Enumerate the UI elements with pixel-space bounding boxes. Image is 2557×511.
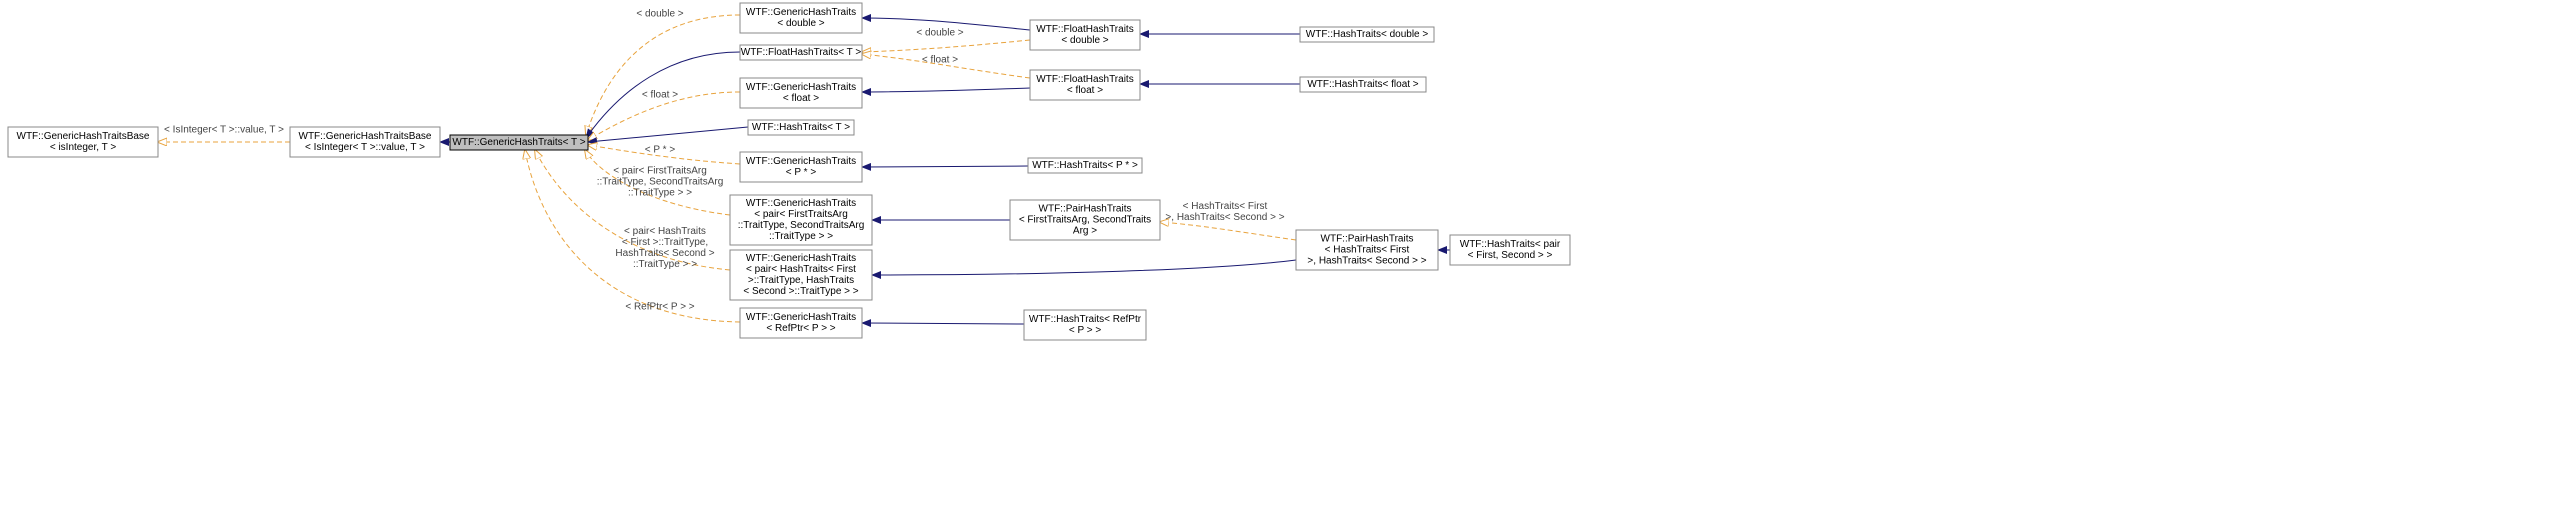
- node-label: Arg >: [1073, 226, 1097, 237]
- node-n_hash_t[interactable]: WTF::HashTraits< T >: [748, 120, 854, 135]
- edge-label: < pair< HashTraits: [624, 226, 706, 237]
- edge: [862, 166, 1028, 167]
- node-label: WTF::GenericHashTraits: [746, 253, 856, 264]
- node-n_hash_double[interactable]: WTF::HashTraits< double >: [1300, 27, 1434, 42]
- node-label: < P > >: [1069, 325, 1102, 336]
- node-label: WTF::HashTraits< double >: [1306, 29, 1429, 40]
- node-n_generic_refptr[interactable]: WTF::GenericHashTraits< RefPtr< P > >: [740, 308, 862, 338]
- node-n_generic_t[interactable]: WTF::GenericHashTraits< T >: [450, 135, 588, 150]
- node-label: WTF::GenericHashTraits: [746, 7, 856, 18]
- node-label: WTF::FloatHashTraits: [1036, 74, 1133, 85]
- node-n_hash_refptr[interactable]: WTF::HashTraits< RefPtr< P > >: [1024, 310, 1146, 340]
- node-label: < isInteger, T >: [50, 142, 117, 153]
- edge: [862, 40, 1030, 52]
- node-n_generic_pstar[interactable]: WTF::GenericHashTraits< P * >: [740, 152, 862, 182]
- node-label: < float >: [783, 93, 819, 104]
- edge-label: ::TraitType, SecondTraitsArg: [597, 177, 724, 188]
- node-n_float_t[interactable]: WTF::FloatHashTraits< T >: [740, 45, 862, 60]
- edge: [1160, 222, 1296, 240]
- node-n_pairhash_arg[interactable]: WTF::PairHashTraits< FirstTraitsArg, Sec…: [1010, 200, 1160, 240]
- edge-label: < float >: [922, 55, 958, 66]
- node-label: WTF::GenericHashTraits: [746, 156, 856, 167]
- node-n_base_isint[interactable]: WTF::GenericHashTraitsBase< isInteger, T…: [8, 127, 158, 157]
- node-n_generic_pair_hash[interactable]: WTF::GenericHashTraits< pair< HashTraits…: [730, 250, 872, 300]
- edge-label: < RefPtr< P > >: [625, 302, 694, 313]
- node-n_generic_double[interactable]: WTF::GenericHashTraits< double >: [740, 3, 862, 33]
- edge-label: < First >::TraitType,: [622, 237, 708, 248]
- node-n_floathash_double[interactable]: WTF::FloatHashTraits< double >: [1030, 20, 1140, 50]
- edge: [588, 127, 748, 142]
- node-label: < HashTraits< First: [1325, 245, 1410, 256]
- node-label: >::TraitType, HashTraits: [748, 275, 854, 286]
- node-label: WTF::GenericHashTraits: [746, 198, 856, 209]
- node-label: < RefPtr< P > >: [766, 323, 835, 334]
- node-label: WTF::HashTraits< pair: [1460, 239, 1561, 250]
- node-n_generic_float[interactable]: WTF::GenericHashTraits< float >: [740, 78, 862, 108]
- edge-label: < float >: [642, 90, 678, 101]
- node-label: < Second >::TraitType > >: [743, 286, 858, 297]
- node-label: WTF::GenericHashTraitsBase: [299, 131, 432, 142]
- edge-label: < double >: [636, 9, 683, 20]
- node-label: WTF::GenericHashTraits: [746, 82, 856, 93]
- node-n_base_isinteger_t[interactable]: WTF::GenericHashTraitsBase< IsInteger< T…: [290, 127, 440, 157]
- edge-label: < double >: [916, 28, 963, 39]
- node-label: WTF::PairHashTraits: [1321, 234, 1414, 245]
- nodes-layer: WTF::GenericHashTraitsBase< isInteger, T…: [8, 3, 1570, 340]
- inheritance-graph: < IsInteger< T >::value, T >< double >< …: [0, 0, 2557, 511]
- node-label: WTF::FloatHashTraits< T >: [741, 47, 862, 58]
- edge-label: < pair< FirstTraitsArg: [613, 166, 707, 177]
- node-label: WTF::FloatHashTraits: [1036, 24, 1133, 35]
- node-label: >, HashTraits< Second > >: [1307, 256, 1426, 267]
- edge-label: ::TraitType > >: [633, 259, 697, 270]
- edge-label: < P * >: [645, 145, 676, 156]
- node-label: < pair< FirstTraitsArg: [754, 209, 848, 220]
- node-n_floathash_float[interactable]: WTF::FloatHashTraits< float >: [1030, 70, 1140, 100]
- node-n_hash_pstar[interactable]: WTF::HashTraits< P * >: [1028, 158, 1142, 173]
- node-label: WTF::GenericHashTraits: [746, 312, 856, 323]
- node-label: ::TraitType, SecondTraitsArg: [738, 220, 865, 231]
- edge-label: < IsInteger< T >::value, T >: [164, 125, 284, 136]
- edge-label: >, HashTraits< Second > >: [1165, 212, 1284, 223]
- edge: [862, 88, 1030, 92]
- node-n_generic_pair_first[interactable]: WTF::GenericHashTraits< pair< FirstTrait…: [730, 195, 872, 245]
- node-label: WTF::HashTraits< P * >: [1032, 160, 1138, 171]
- node-label: < pair< HashTraits< First: [746, 264, 856, 275]
- node-label: < IsInteger< T >::value, T >: [305, 142, 425, 153]
- node-label: WTF::HashTraits< float >: [1307, 79, 1418, 90]
- node-label: < double >: [777, 18, 824, 29]
- edge: [872, 260, 1296, 275]
- node-label: < P * >: [786, 167, 817, 178]
- node-label: WTF::GenericHashTraits< T >: [452, 137, 585, 148]
- node-n_hash_float[interactable]: WTF::HashTraits< float >: [1300, 77, 1426, 92]
- node-label: < float >: [1067, 85, 1103, 96]
- node-n_pairhash_hash[interactable]: WTF::PairHashTraits< HashTraits< First>,…: [1296, 230, 1438, 270]
- edge-label: ::TraitType > >: [628, 188, 692, 199]
- edge-label: HashTraits< Second >: [615, 248, 714, 259]
- edge-label: < HashTraits< First: [1183, 201, 1268, 212]
- node-n_hash_pair[interactable]: WTF::HashTraits< pair< First, Second > >: [1450, 235, 1570, 265]
- edge: [586, 15, 740, 135]
- node-label: < First, Second > >: [1468, 250, 1553, 261]
- node-label: WTF::PairHashTraits: [1039, 204, 1132, 215]
- node-label: < double >: [1061, 35, 1108, 46]
- node-label: WTF::GenericHashTraitsBase: [17, 131, 150, 142]
- edge: [862, 323, 1024, 324]
- node-label: WTF::HashTraits< T >: [752, 122, 850, 133]
- node-label: < FirstTraitsArg, SecondTraits: [1019, 215, 1151, 226]
- node-label: ::TraitType > >: [769, 231, 833, 242]
- node-label: WTF::HashTraits< RefPtr: [1029, 314, 1142, 325]
